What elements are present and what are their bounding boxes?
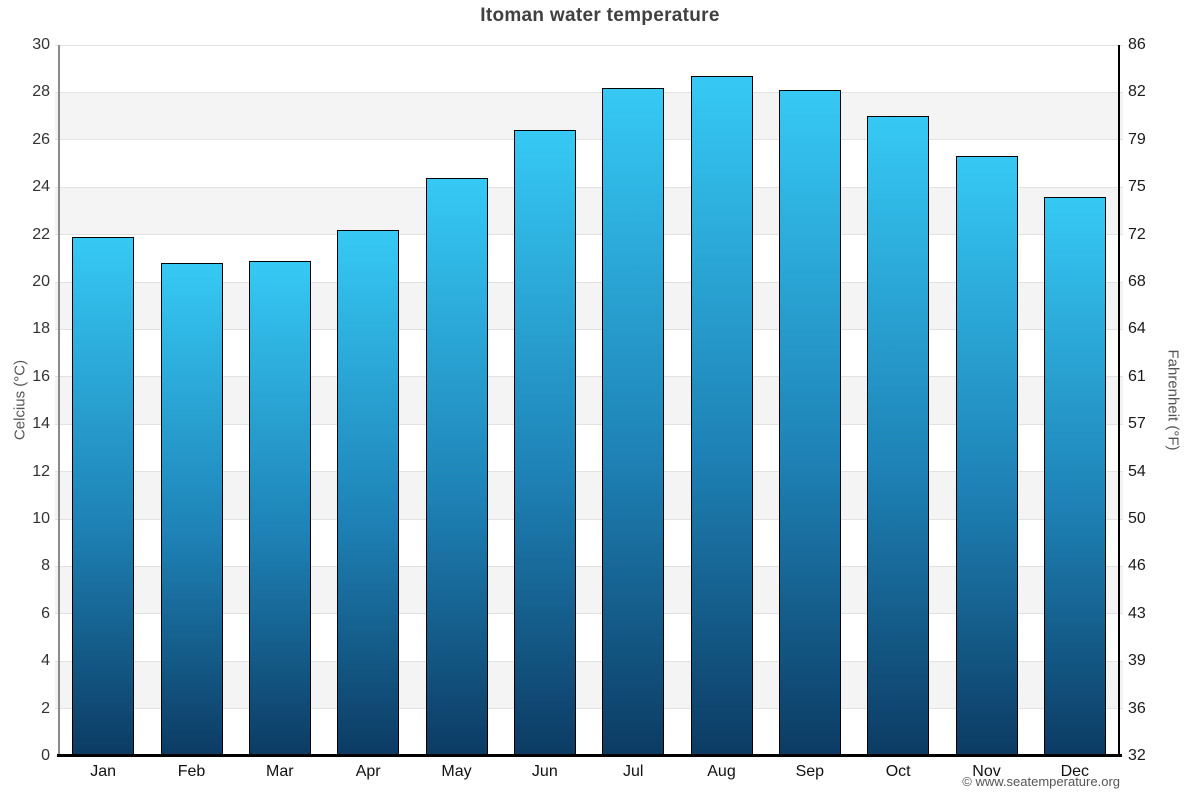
celsius-tick-label: 0: [41, 747, 50, 764]
month-label-dec: Dec: [1060, 763, 1090, 780]
month-label-nov: Nov: [972, 763, 1001, 780]
celsius-tick-label: 6: [41, 604, 50, 622]
celsius-tick-label: 4: [41, 652, 50, 670]
fahrenheit-tick-label: 75: [1128, 178, 1146, 196]
celsius-tick-label: 14: [32, 415, 50, 433]
bar-aug: [690, 75, 753, 756]
chart-title: Itoman water temperature: [480, 5, 720, 26]
bar-jun: [513, 130, 576, 756]
celsius-tick-label: 12: [32, 462, 50, 480]
month-label-may: May: [441, 763, 472, 780]
month-label-aug: Aug: [707, 763, 736, 780]
fahrenheit-tick-label: 86: [1128, 36, 1146, 53]
fahrenheit-tick-label: 43: [1128, 604, 1146, 622]
celsius-tick-label: 18: [32, 320, 50, 338]
fahrenheit-tick-label: 79: [1128, 130, 1146, 148]
background-band: [55, 661, 1123, 709]
celsius-tick-label: 20: [32, 273, 50, 290]
bar-sep: [778, 90, 841, 756]
x-axis-line: [57, 754, 1122, 757]
fahrenheit-tick-label: 50: [1128, 510, 1146, 527]
fahrenheit-tick-label: 32: [1128, 747, 1146, 764]
celsius-tick-label: 8: [41, 557, 50, 575]
background-band: [55, 92, 1123, 140]
y-axis-right-line: [1118, 45, 1120, 756]
bar-nov: [955, 156, 1018, 756]
y-axis-right-title: Fahrenheit (°F): [1164, 349, 1182, 451]
fahrenheit-tick-label: 57: [1128, 415, 1146, 433]
fahrenheit-tick-label: 82: [1128, 83, 1146, 101]
celsius-tick-label: 2: [41, 699, 50, 717]
gridline: [55, 328, 1123, 330]
fahrenheit-tick-label: 46: [1128, 557, 1146, 575]
background-band: [55, 282, 1123, 330]
celsius-tick-label: 16: [32, 367, 50, 385]
background-band: [55, 566, 1123, 614]
bar-dec: [1043, 196, 1106, 756]
credit-link[interactable]: © www.seatemperature.org: [962, 774, 1120, 789]
month-label-jan: Jan: [90, 763, 117, 780]
bar-may: [425, 177, 488, 756]
bar-jul: [602, 87, 665, 756]
bar-mar: [248, 260, 311, 756]
fahrenheit-tick-label: 54: [1128, 462, 1146, 480]
y-axis-left-title: Celcius (°C): [11, 359, 29, 441]
celsius-tick-label: 24: [32, 178, 50, 196]
celsius-tick-label: 28: [32, 83, 50, 101]
fahrenheit-tick-label: 61: [1128, 367, 1146, 385]
gridline: [55, 660, 1123, 662]
bar-feb: [160, 263, 223, 756]
fahrenheit-tick-label: 64: [1128, 320, 1146, 338]
bar-oct: [867, 116, 930, 756]
gridline: [55, 186, 1123, 188]
background-band: [55, 376, 1123, 425]
month-label-jul: Jul: [622, 763, 644, 780]
celsius-tick-label: 26: [32, 130, 50, 148]
month-label-oct: Oct: [885, 763, 911, 780]
celsius-tick-label: 30: [32, 36, 50, 53]
gridline: [55, 281, 1123, 283]
celsius-tick-label: 10: [32, 510, 50, 527]
month-label-apr: Apr: [355, 763, 381, 780]
fahrenheit-tick-label: 36: [1128, 699, 1146, 717]
background-band: [55, 187, 1123, 235]
bar-jan: [72, 236, 135, 756]
bar-apr: [337, 229, 400, 756]
fahrenheit-tick-label: 68: [1128, 273, 1146, 290]
gridline: [55, 139, 1123, 141]
gridline: [55, 708, 1123, 710]
month-label-feb: Feb: [177, 763, 206, 780]
background-band: [55, 471, 1123, 519]
month-label-mar: Mar: [266, 763, 294, 780]
gridline: [55, 565, 1123, 567]
fahrenheit-tick-label: 72: [1128, 225, 1146, 243]
fahrenheit-tick-label: 39: [1128, 652, 1146, 670]
gridline: [55, 44, 1123, 46]
gridline: [55, 471, 1123, 473]
celsius-tick-label: 22: [32, 225, 50, 243]
gridline: [55, 613, 1123, 615]
gridline: [55, 91, 1123, 93]
gridline: [55, 423, 1123, 425]
y-axis-left-line: [58, 45, 60, 756]
gridline: [55, 376, 1123, 378]
month-label-sep: Sep: [795, 763, 825, 780]
gridline: [55, 518, 1123, 520]
month-label-jun: Jun: [531, 763, 558, 780]
gridline: [55, 234, 1123, 236]
